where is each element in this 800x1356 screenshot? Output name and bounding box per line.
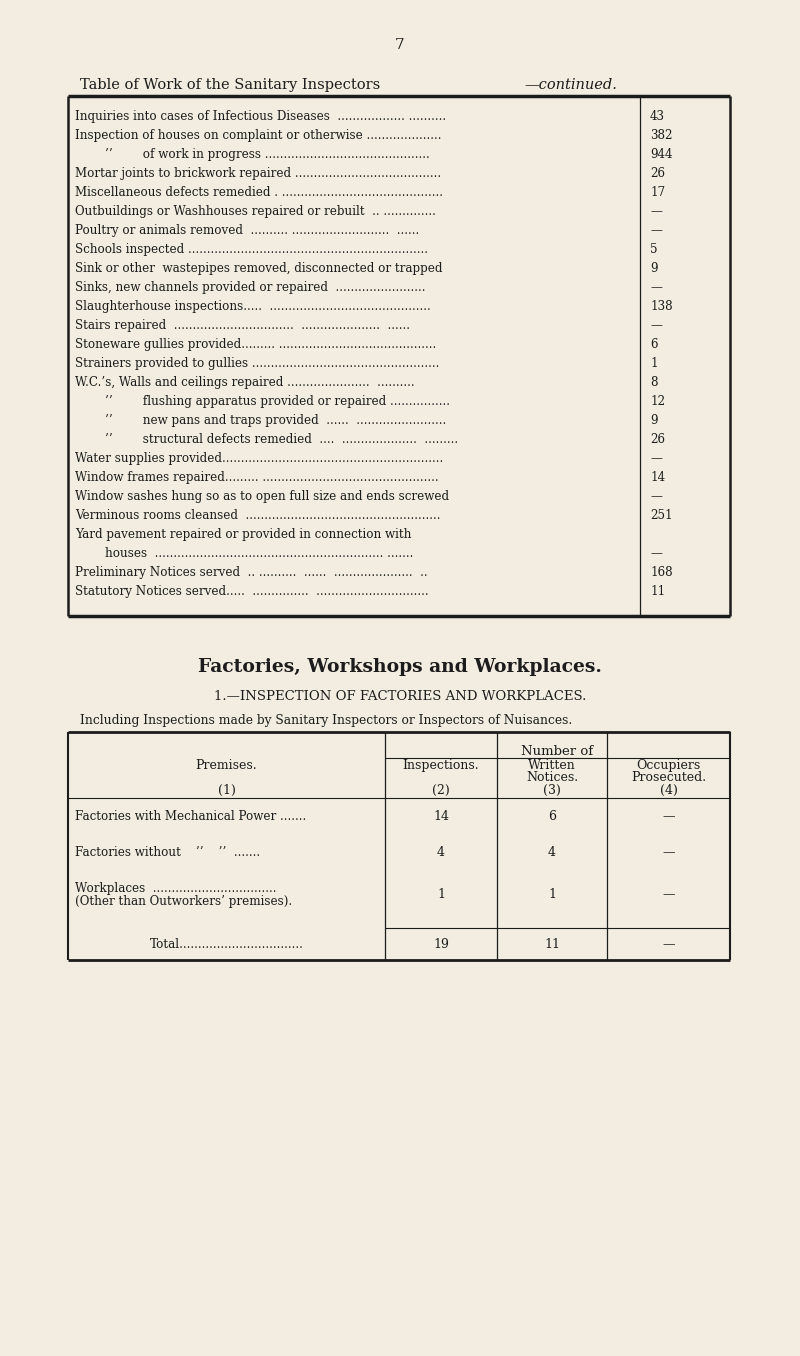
Text: Water supplies provided.........................................................: Water supplies provided.................… — [75, 452, 443, 465]
Text: Verminous rooms cleansed  ....................................................: Verminous rooms cleansed ...............… — [75, 508, 441, 522]
Text: 251: 251 — [650, 508, 673, 522]
Text: Window frames repaired......... ...............................................: Window frames repaired......... ........… — [75, 471, 438, 484]
Text: 5: 5 — [650, 243, 658, 256]
Text: Table of Work of the Sanitary Inspectors: Table of Work of the Sanitary Inspectors — [80, 79, 380, 92]
Text: Workplaces  .................................: Workplaces .............................… — [75, 881, 277, 895]
Text: Written: Written — [528, 759, 576, 772]
Text: Poultry or animals removed  .......... ..........................  ......: Poultry or animals removed .......... ..… — [75, 224, 419, 237]
Text: 17: 17 — [650, 186, 665, 199]
Text: 26: 26 — [650, 433, 665, 446]
Text: —: — — [650, 205, 662, 218]
Text: Schools inspected ..............................................................: Schools inspected ......................… — [75, 243, 428, 256]
Text: 1: 1 — [548, 888, 556, 900]
Text: 9: 9 — [650, 262, 658, 275]
Text: Stairs repaired  ................................  .....................  ......: Stairs repaired ........................… — [75, 319, 410, 332]
Text: Mortar joints to brickwork repaired .......................................: Mortar joints to brickwork repaired ....… — [75, 167, 441, 180]
Text: (Other than Outworkers’ premises).: (Other than Outworkers’ premises). — [75, 895, 292, 909]
Text: 11: 11 — [544, 938, 560, 951]
Text: Outbuildings or Washhouses repaired or rebuilt  .. ..............: Outbuildings or Washhouses repaired or r… — [75, 205, 436, 218]
Text: —: — — [662, 938, 674, 951]
Text: Sink or other  wastepipes removed, disconnected or trapped: Sink or other wastepipes removed, discon… — [75, 262, 442, 275]
Text: Number of: Number of — [522, 744, 594, 758]
Text: Total.................................: Total................................. — [150, 938, 303, 951]
Text: Statutory Notices served.....  ...............  ..............................: Statutory Notices served..... ..........… — [75, 584, 429, 598]
Text: Inspections.: Inspections. — [402, 759, 479, 772]
Text: (3): (3) — [543, 784, 561, 797]
Text: Sinks, new channels provided or repaired  ........................: Sinks, new channels provided or repaired… — [75, 281, 426, 294]
Text: 11: 11 — [650, 584, 666, 598]
Text: Inspection of houses on complaint or otherwise ....................: Inspection of houses on complaint or oth… — [75, 129, 442, 142]
Text: —: — — [650, 281, 662, 294]
Text: 14: 14 — [433, 810, 449, 823]
Text: 6: 6 — [548, 810, 556, 823]
Text: Miscellaneous defects remedied . ...........................................: Miscellaneous defects remedied . .......… — [75, 186, 443, 199]
Text: 1: 1 — [437, 888, 445, 900]
Text: 6: 6 — [650, 338, 658, 351]
Text: 43: 43 — [650, 110, 665, 123]
Text: Window sashes hung so as to open full size and ends screwed: Window sashes hung so as to open full si… — [75, 490, 449, 503]
Text: Including Inspections made by Sanitary Inspectors or Inspectors of Nuisances.: Including Inspections made by Sanitary I… — [80, 715, 572, 727]
Text: Premises.: Premises. — [196, 759, 258, 772]
Text: 168: 168 — [650, 565, 673, 579]
Text: —: — — [650, 319, 662, 332]
Text: 9: 9 — [650, 414, 658, 427]
Text: 944: 944 — [650, 148, 673, 161]
Text: Inquiries into cases of Infectious Diseases  .................. ..........: Inquiries into cases of Infectious Disea… — [75, 110, 446, 123]
Text: ’’        structural defects remedied  ....  ....................  .........: ’’ structural defects remedied .... ....… — [75, 433, 458, 446]
Text: —: — — [662, 888, 674, 900]
Text: houses  ............................................................. .......: houses .................................… — [75, 546, 414, 560]
Text: Factories, Workshops and Workplaces.: Factories, Workshops and Workplaces. — [198, 658, 602, 677]
Text: (1): (1) — [218, 784, 235, 797]
Text: 138: 138 — [650, 300, 673, 313]
Text: 7: 7 — [395, 38, 405, 52]
Text: Notices.: Notices. — [526, 772, 578, 784]
Text: 382: 382 — [650, 129, 673, 142]
Text: 19: 19 — [433, 938, 449, 951]
Text: Stoneware gullies provided......... ..........................................: Stoneware gullies provided......... ....… — [75, 338, 436, 351]
Text: ’’        new pans and traps provided  ......  ........................: ’’ new pans and traps provided ...... ..… — [75, 414, 446, 427]
Text: W.C.’s, Walls and ceilings repaired ......................  ..........: W.C.’s, Walls and ceilings repaired ....… — [75, 376, 414, 389]
Text: —: — — [650, 452, 662, 465]
Text: Factories without    ’’    ’’  .......: Factories without ’’ ’’ ....... — [75, 846, 260, 858]
Text: Preliminary Notices served  .. ..........  ......  .....................  ..: Preliminary Notices served .. ..........… — [75, 565, 428, 579]
Text: 8: 8 — [650, 376, 658, 389]
Text: 12: 12 — [650, 395, 665, 408]
Text: 26: 26 — [650, 167, 665, 180]
Text: Factories with Mechanical Power .......: Factories with Mechanical Power ....... — [75, 810, 306, 823]
Text: —: — — [662, 846, 674, 858]
Text: —continued.: —continued. — [524, 79, 617, 92]
Text: 1.—INSPECTION OF FACTORIES AND WORKPLACES.: 1.—INSPECTION OF FACTORIES AND WORKPLACE… — [214, 690, 586, 702]
Text: ’’        of work in progress ............................................: ’’ of work in progress .................… — [75, 148, 430, 161]
Text: 4: 4 — [437, 846, 445, 858]
Text: Yard pavement repaired or provided in connection with: Yard pavement repaired or provided in co… — [75, 527, 411, 541]
Text: Occupiers: Occupiers — [636, 759, 701, 772]
Text: —: — — [650, 546, 662, 560]
Text: 4: 4 — [548, 846, 556, 858]
Text: Prosecuted.: Prosecuted. — [631, 772, 706, 784]
Text: (4): (4) — [659, 784, 678, 797]
Text: 1: 1 — [650, 357, 658, 370]
Text: Slaughterhouse inspections.....  ...........................................: Slaughterhouse inspections..... ........… — [75, 300, 430, 313]
Text: Strainers provided to gullies ..................................................: Strainers provided to gullies ..........… — [75, 357, 439, 370]
Text: (2): (2) — [432, 784, 450, 797]
Text: 14: 14 — [650, 471, 665, 484]
Text: —: — — [650, 224, 662, 237]
Text: ’’        flushing apparatus provided or repaired ................: ’’ flushing apparatus provided or repair… — [75, 395, 450, 408]
Text: —: — — [650, 490, 662, 503]
Text: —: — — [662, 810, 674, 823]
